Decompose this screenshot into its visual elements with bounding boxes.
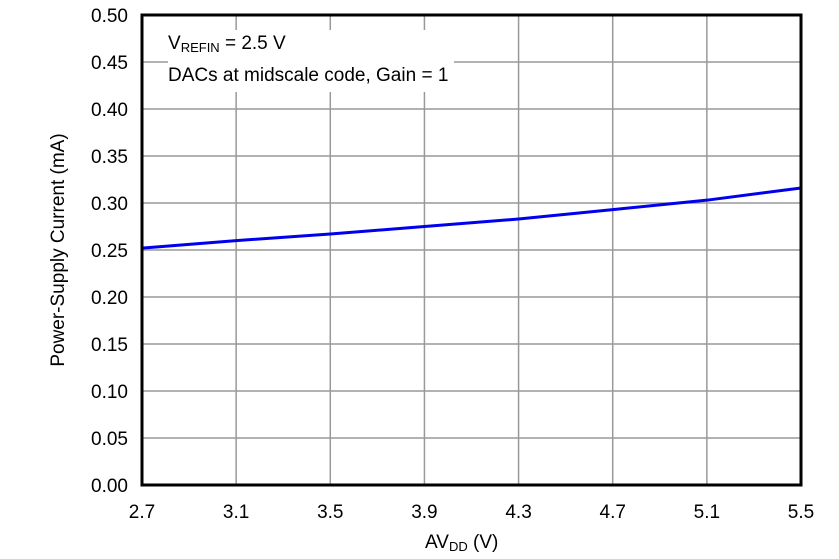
y-tick-label: 0.50: [91, 6, 128, 27]
x-tick-label: 3.9: [411, 502, 437, 523]
y-tick-label: 0.35: [91, 147, 128, 168]
xlabel-main: AV: [425, 532, 449, 553]
annotation-line-1: VREFIN = 2.5 V: [168, 30, 448, 62]
xlabel-sub: DD: [448, 539, 468, 554]
x-tick-label: 4.3: [505, 502, 531, 523]
y-tick-label: 0.40: [91, 100, 128, 121]
annotation-box: VREFIN = 2.5 V DACs at midscale code, Ga…: [168, 30, 455, 92]
y-axis-label: Power-Supply Current (mA): [48, 133, 69, 366]
x-tick-label: 5.1: [694, 502, 720, 523]
x-tick-label: 3.5: [317, 502, 343, 523]
y-tick-label: 0.20: [91, 288, 128, 309]
annot-sub: REFIN: [180, 40, 220, 55]
power-supply-current-line: [141, 186, 802, 250]
x-tick-label: 3.1: [223, 502, 249, 523]
y-tick-label: 0.00: [91, 476, 128, 497]
y-tick-label: 0.05: [91, 429, 128, 450]
plot-frame: [140, 13, 803, 487]
y-tick-label: 0.30: [91, 194, 128, 215]
annotation-line-2: DACs at midscale code, Gain = 1: [168, 65, 449, 86]
gridlines: [141, 14, 802, 486]
y-tick-label: 0.15: [91, 335, 128, 356]
y-axis-ticks: 0.00 0.05 0.10 0.15 0.20 0.25 0.30 0.35 0.40 0.45…: [91, 6, 128, 497]
xlabel-unit: (V): [467, 532, 499, 553]
y-tick-label: 0.25: [91, 241, 128, 262]
y-tick-label: 0.10: [91, 382, 128, 403]
x-tick-label: 5.5: [788, 502, 814, 523]
x-axis-label: AVDD (V): [425, 532, 498, 554]
annot-v: V: [168, 33, 181, 54]
x-tick-label: 2.7: [129, 502, 155, 523]
y-tick-label: 0.45: [91, 53, 128, 74]
annot-value: = 2.5 V: [219, 33, 286, 54]
x-axis-ticks: 2.7 3.1 3.5 3.9 4.3 4.7 5.1 5.5: [129, 502, 814, 523]
x-tick-label: 4.7: [600, 502, 626, 523]
